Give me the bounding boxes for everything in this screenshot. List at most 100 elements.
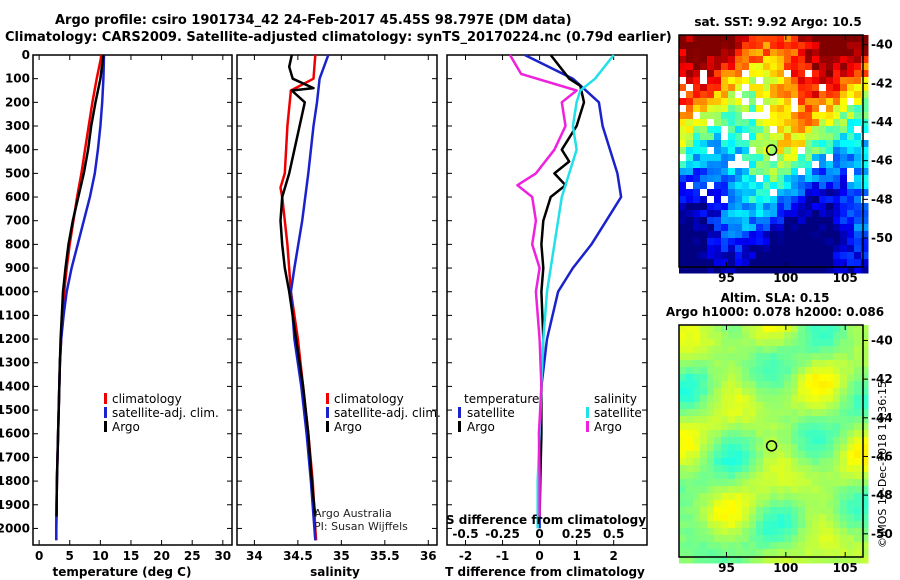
heatmap-cell [721, 360, 729, 368]
x-tick-label: 1 [572, 549, 580, 563]
heatmap-cell [791, 556, 799, 564]
x-tick-label: 5 [66, 549, 74, 563]
heatmap-cell [840, 203, 848, 211]
heatmap-cell [728, 346, 736, 354]
heatmap-cell [798, 182, 806, 190]
heatmap-cell [777, 126, 785, 134]
heatmap-cell [707, 549, 715, 557]
heatmap-cell [819, 203, 827, 211]
heatmap-cell [833, 105, 841, 113]
heatmap-cell [784, 388, 792, 396]
heatmap-cell [693, 542, 701, 550]
heatmap-cell [826, 437, 834, 445]
lat-tick-label: -48 [871, 192, 893, 206]
heatmap-cell [686, 374, 694, 382]
heatmap-cell [707, 521, 715, 529]
legend-swatch [326, 393, 329, 404]
heatmap-cell [756, 514, 764, 522]
heatmap-cell [854, 252, 862, 260]
heatmap-cell [826, 395, 834, 403]
heatmap-cell [770, 346, 778, 354]
heatmap-cell [812, 105, 820, 113]
heatmap-cell [791, 35, 799, 43]
heatmap-cell [735, 458, 743, 466]
heatmap-cell [707, 203, 715, 211]
lon-tick-label: 100 [773, 561, 798, 575]
heatmap-cell [812, 224, 820, 232]
heatmap-cell [791, 196, 799, 204]
depth-tick-label: 1400 [0, 379, 30, 393]
heatmap-cell [686, 119, 694, 127]
heatmap-cell [833, 402, 841, 410]
heatmap-cell [721, 42, 729, 50]
heatmap-cell [742, 42, 750, 50]
heatmap-cell [777, 402, 785, 410]
heatmap-cell [686, 252, 694, 260]
heatmap-cell [861, 521, 869, 529]
heatmap-cell [714, 196, 722, 204]
heatmap-cell [721, 245, 729, 253]
heatmap-cell [679, 556, 687, 564]
heatmap-cell [826, 98, 834, 106]
top-x-tick-label: -0.5 [452, 527, 478, 541]
heatmap-cell [679, 332, 687, 340]
heatmap-cell [693, 332, 701, 340]
heatmap-cell [826, 514, 834, 522]
heatmap-cell [721, 84, 729, 92]
heatmap-cell [826, 360, 834, 368]
heatmap-cell [777, 514, 785, 522]
heatmap-cell [756, 444, 764, 452]
legend-temperature-title: temperature [464, 392, 539, 406]
heatmap-cell [812, 77, 820, 85]
x-tick-label: 35 [333, 549, 350, 563]
heatmap-cell [714, 367, 722, 375]
heatmap-cell [700, 63, 708, 71]
heatmap-cell [840, 245, 848, 253]
heatmap-cell [693, 409, 701, 417]
heatmap-cell [714, 437, 722, 445]
heatmap-cell [819, 112, 827, 120]
heatmap-cell [805, 479, 813, 487]
heatmap-cell [742, 63, 750, 71]
heatmap-cell [707, 332, 715, 340]
heatmap-cell [798, 507, 806, 515]
heatmap-cell [798, 266, 806, 274]
heatmap-cell [861, 42, 869, 50]
heatmap-cell [707, 98, 715, 106]
heatmap-cell [763, 507, 771, 515]
heatmap-cell [826, 91, 834, 99]
heatmap-cell [728, 500, 736, 508]
heatmap-cell [770, 339, 778, 347]
heatmap-cell [742, 231, 750, 239]
heatmap-cell [833, 472, 841, 480]
heatmap-cell [763, 56, 771, 64]
heatmap-cell [798, 77, 806, 85]
heatmap-cell [826, 535, 834, 543]
heatmap-cell [798, 486, 806, 494]
heatmap-cell [847, 140, 855, 148]
heatmap-cell [742, 203, 750, 211]
heatmap-cell [742, 416, 750, 424]
heatmap-cell [714, 395, 722, 403]
heatmap-cell [791, 119, 799, 127]
heatmap-cell [805, 437, 813, 445]
heatmap-cell [805, 259, 813, 267]
heatmap-cell [756, 339, 764, 347]
heatmap-cell [812, 238, 820, 246]
heatmap-cell [749, 535, 757, 543]
heatmap-cell [819, 535, 827, 543]
heatmap-cell [707, 465, 715, 473]
heatmap-cell [693, 105, 701, 113]
heatmap-cell [798, 500, 806, 508]
heatmap-cell [833, 374, 841, 382]
heatmap-cell [763, 84, 771, 92]
heatmap-cell [784, 472, 792, 480]
heatmap-cell [833, 339, 841, 347]
heatmap-cell [770, 203, 778, 211]
heatmap-cell [805, 381, 813, 389]
heatmap-cell [812, 126, 820, 134]
heatmap-cell [770, 472, 778, 480]
heatmap-cell [714, 189, 722, 197]
heatmap-cell [721, 217, 729, 225]
heatmap-cell [784, 332, 792, 340]
